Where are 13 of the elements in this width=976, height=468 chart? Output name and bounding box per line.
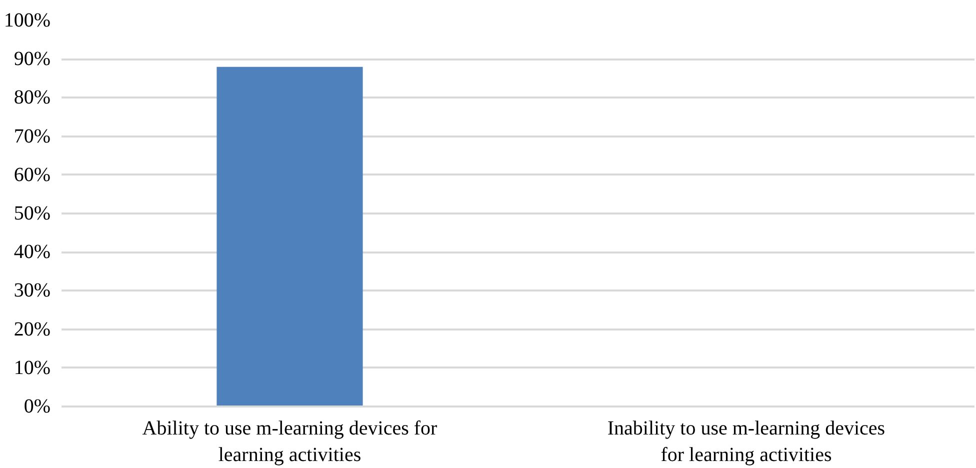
y-tick-label: 0%	[24, 396, 51, 418]
y-tick-label: 90%	[14, 48, 51, 70]
y-tick-label: 80%	[14, 86, 51, 109]
y-tick-label: 50%	[14, 202, 51, 224]
x-tick-label: Inability to use m-learning devices for learning activities	[607, 418, 886, 466]
x-tick-label: Ability to use m-learning devices for learning activities	[142, 418, 438, 466]
y-tick-label: 70%	[14, 125, 51, 148]
y-tick-label: 20%	[14, 318, 51, 340]
y-tick-label: 60%	[14, 164, 51, 186]
y-tick-label: 30%	[14, 280, 51, 302]
y-tick-label: 100%	[4, 10, 51, 32]
y-tick-label: 40%	[14, 241, 51, 264]
y-tick-label: 10%	[14, 356, 51, 379]
